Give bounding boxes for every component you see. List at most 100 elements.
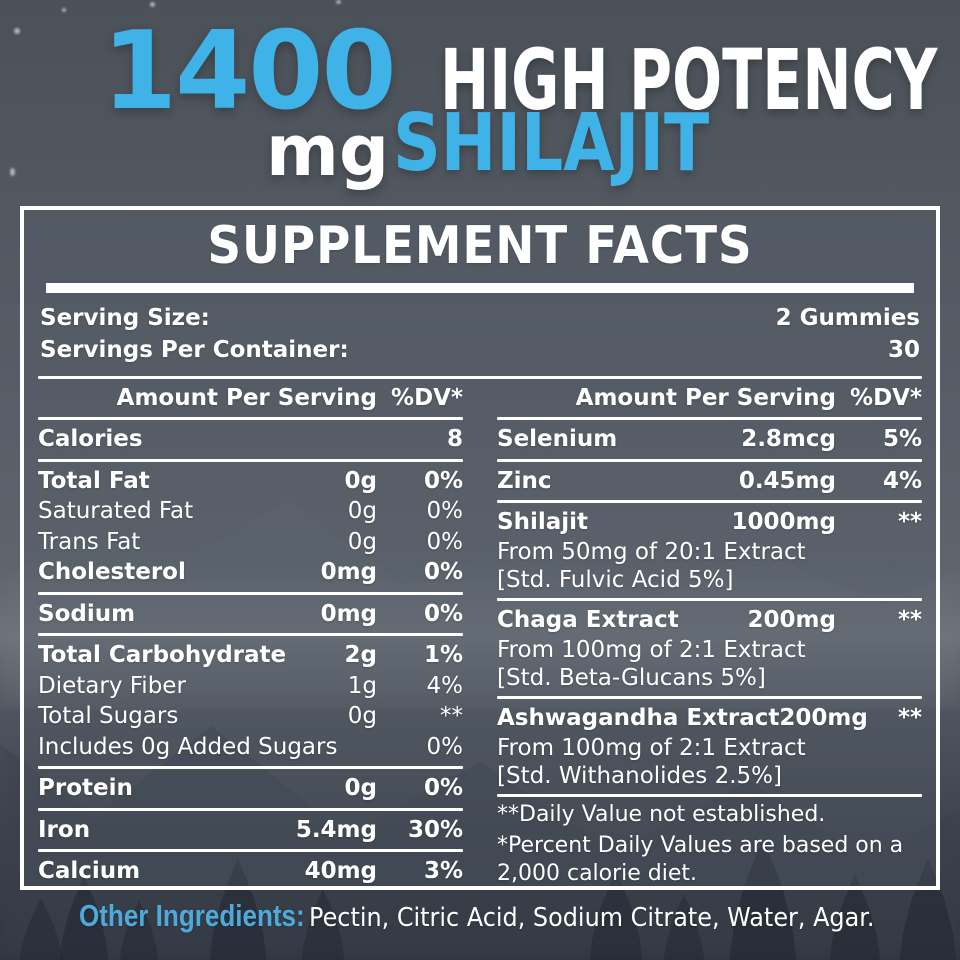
product-tagline: HIGH POTENCY: [440, 31, 938, 129]
row-label: Protein: [38, 775, 133, 802]
row-label: Ashwagandha Extract: [497, 705, 780, 732]
other-ingredients-label: Other Ingredients:: [79, 898, 305, 933]
serving-size-value: 2 Gummies: [775, 305, 920, 332]
row-label: Saturated Fat: [38, 498, 194, 525]
row-label: From 50mg of 20:1 Extract: [497, 538, 806, 565]
row-dv: **: [897, 705, 922, 732]
row-label: Dietary Fiber: [38, 672, 186, 699]
divider: [38, 807, 463, 811]
table-row: Saturated Fat 0g 0%: [38, 496, 463, 527]
column-header-dv: %DV*: [391, 384, 463, 411]
row-dv: 1%: [423, 642, 463, 669]
divider: [38, 849, 463, 853]
row-label: Total Sugars: [38, 703, 179, 730]
table-row: [Std. Withanolides 2.5%]: [497, 762, 922, 790]
row-amount: 0.45mg: [738, 467, 836, 494]
row-amount: 2.8mcg: [741, 426, 836, 453]
row-label: Shilajit: [497, 509, 588, 536]
divider: [497, 794, 922, 798]
column-header-dv: %DV*: [850, 384, 922, 411]
row-amount: 1000mg: [731, 509, 836, 536]
row-dv: **: [897, 509, 922, 536]
divider: [497, 696, 922, 700]
facts-rows: Selenium 2.8mcg 5% Zinc 0.45mg 4% Shilajit 1000…: [497, 424, 922, 886]
table-row: Protein 0g 0%: [38, 773, 463, 804]
column-header-amount: Amount Per Serving: [116, 384, 377, 411]
table-row: Total Carbohydrate 2g 1%: [38, 640, 463, 671]
row-dv: 5%: [882, 426, 922, 453]
table-row: Zinc 0.45mg 4%: [497, 466, 922, 497]
row-dv: 3%: [423, 858, 463, 885]
table-row: From 50mg of 20:1 Extract: [497, 538, 922, 566]
row-label: Calories: [38, 426, 143, 453]
row-amount: 0mg: [320, 559, 377, 586]
row-label: From 100mg of 2:1 Extract: [497, 734, 806, 761]
divider: [38, 458, 463, 462]
row-amount: 5.4mg: [295, 816, 377, 843]
column-header-row: Amount Per Serving %DV*: [38, 383, 463, 414]
table-row: Selenium 2.8mcg 5%: [497, 424, 922, 455]
divider: [38, 417, 463, 421]
row-label: [Std. Beta-Glucans 5%]: [497, 664, 766, 691]
row-label: Selenium: [497, 426, 618, 453]
row-dv: 0%: [423, 600, 463, 627]
row-dv: **: [440, 703, 463, 730]
row-dv: 4%: [882, 467, 922, 494]
divider: [497, 417, 922, 421]
column-header-amount: Amount Per Serving: [575, 384, 836, 411]
other-ingredients-value: Pectin, Citric Acid, Sodium Citrate, Wat…: [309, 903, 875, 933]
table-row: Total Sugars 0g **: [38, 701, 463, 732]
facts-column-right: Amount Per Serving %DV* Selenium 2.8mcg 5%…: [497, 383, 922, 886]
servings-per-container-row: Servings Per Container: 30: [38, 335, 922, 367]
row-label: [Std. Withanolides 2.5%]: [497, 762, 783, 789]
row-label: Total Fat: [38, 467, 150, 494]
table-row: Trans Fat 0g 0%: [38, 527, 463, 558]
row-amount: 0g: [344, 467, 377, 494]
divider: [38, 375, 922, 379]
table-row: Calories 8: [38, 424, 463, 455]
divider: [38, 591, 463, 595]
snow-speck: [14, 28, 20, 34]
table-row: Calcium 40mg 3%: [38, 856, 463, 886]
servings-per-container-value: 30: [887, 336, 920, 363]
row-dv: 0%: [423, 467, 463, 494]
row-amount: 0g: [347, 498, 377, 525]
divider-thick: [46, 283, 914, 294]
table-row: Sodium 0mg 0%: [38, 599, 463, 630]
table-row: From 100mg of 2:1 Extract: [497, 636, 922, 664]
row-label: Calcium: [38, 858, 141, 885]
row-label: Trans Fat: [38, 528, 141, 555]
row-label: From 100mg of 2:1 Extract: [497, 636, 806, 663]
row-dv: 30%: [407, 816, 463, 843]
other-ingredients: Other Ingredients: Pectin, Citric Acid, …: [0, 898, 960, 934]
table-row: Shilajit 1000mg **: [497, 507, 922, 538]
row-amount: 0mg: [320, 600, 377, 627]
row-dv: 4%: [426, 672, 464, 699]
row-amount: 8: [446, 426, 463, 453]
snow-speck: [10, 168, 15, 176]
snow-speck: [336, 0, 341, 4]
row-amount: 0g: [347, 703, 377, 730]
table-row: Iron 5.4mg 30%: [38, 815, 463, 846]
product-dose-unit: mg: [266, 110, 390, 192]
forest-silhouette: [0, 810, 960, 960]
servings-per-container-label: Servings Per Container:: [40, 336, 349, 363]
serving-size-label: Serving Size:: [40, 305, 210, 332]
product-header: 1400 HIGH POTENCY mg SHILAJIT: [0, 0, 960, 206]
table-row: [Std. Fulvic Acid 5%]: [497, 566, 922, 594]
row-amount: 200mg: [779, 705, 868, 732]
table-row: [Std. Beta-Glucans 5%]: [497, 664, 922, 692]
row-label: [Std. Fulvic Acid 5%]: [497, 566, 734, 593]
snow-speck: [150, 2, 155, 7]
divider: [38, 766, 463, 770]
table-row: Chaga Extract 200mg **: [497, 605, 922, 636]
supplement-facts-panel: SUPPLEMENT FACTS Serving Size: 2 Gummies…: [20, 206, 940, 890]
footnote: **Daily Value not established.: [497, 802, 826, 828]
facts-rows: Calories 8 Total Fat 0g 0% Saturated Fat 0g 0% T…: [38, 424, 463, 886]
row-amount: 40mg: [304, 858, 377, 885]
table-row: Dietary Fiber 1g 4%: [38, 671, 463, 702]
row-amount: 2g: [344, 642, 377, 669]
facts-columns: Amount Per Serving %DV* Calories 8 Total F…: [38, 383, 922, 886]
table-row: From 100mg of 2:1 Extract: [497, 734, 922, 762]
